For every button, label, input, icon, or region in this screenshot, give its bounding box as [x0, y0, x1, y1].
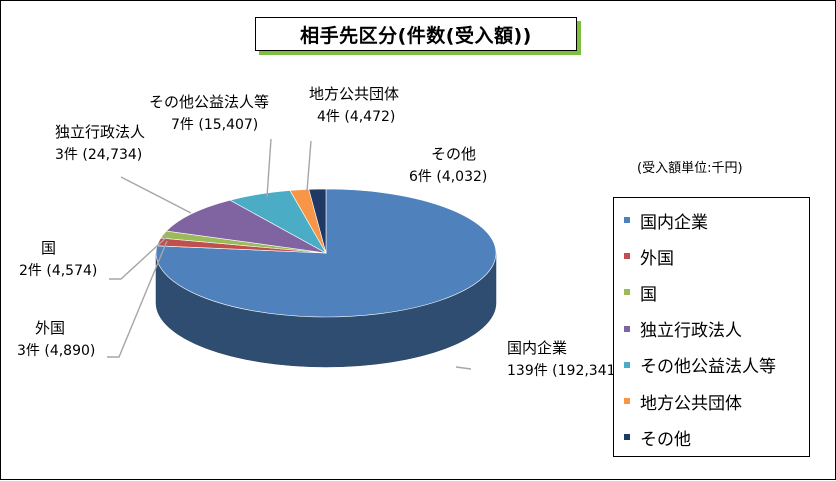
legend-label: その他公益法人等: [640, 357, 776, 378]
pie-slice-6: [308, 188, 327, 254]
chart-title: 相手先区分(件数(受入額)): [255, 17, 577, 51]
leader-line-4: [266, 138, 272, 198]
unit-note: (受入額単位:千円): [637, 161, 743, 176]
legend-item-independent-admin: 独立行政法人: [624, 311, 809, 347]
legend-item-other: その他: [624, 419, 809, 455]
legend-label: 国内企業: [640, 212, 708, 233]
legend: 国内企業 外国 国 独立行政法人 その他公益法人等 地方公共団体 その他: [613, 197, 810, 457]
legend-swatch: [624, 434, 630, 441]
data-label-name-0: 国内企業: [507, 339, 567, 357]
leader-lines: [107, 138, 472, 370]
data-label-value-1: 3件 (4,890): [17, 343, 95, 359]
data-label-name-3: 独立行政法人: [55, 123, 145, 141]
pie-slice-0: [155, 188, 497, 318]
data-label-value-6: 6件 (4,032): [409, 169, 487, 185]
leader-line-5: [306, 140, 312, 192]
data-labels: 国内企業 139件 (192,341) 外国 3件 (4,890) 国 2件 (4,574…: [17, 85, 621, 379]
legend-swatch: [624, 325, 630, 332]
legend-swatch: [624, 289, 630, 296]
data-label-value-0: 139件 (192,341): [507, 363, 621, 379]
data-label-value-5: 4件 (4,472): [317, 109, 395, 125]
legend-swatch: [624, 361, 630, 368]
leader-line-1: [107, 240, 168, 358]
legend-label: 外国: [640, 248, 674, 269]
data-label-value-3: 3件 (24,734): [55, 147, 142, 163]
leader-line-2: [109, 234, 170, 280]
legend-swatch: [624, 398, 630, 405]
legend-label: 地方公共団体: [640, 393, 742, 414]
legend-item-public-interest: その他公益法人等: [624, 347, 809, 383]
data-label-name-4: その他公益法人等: [149, 93, 269, 111]
legend-item-domestic-companies: 国内企業: [624, 202, 809, 238]
data-label-name-1: 外国: [35, 319, 65, 337]
legend-label: 国: [640, 284, 657, 305]
pie-tops: [155, 188, 497, 318]
legend-swatch: [624, 217, 630, 224]
legend-item-national-government: 国: [624, 274, 809, 310]
leader-line-3: [120, 176, 192, 214]
leader-line-0: [455, 366, 472, 370]
legend-label: その他: [640, 429, 691, 450]
data-label-value-2: 2件 (4,574): [19, 263, 97, 279]
data-label-name-6: その他: [431, 145, 476, 163]
legend-swatch: [624, 253, 630, 260]
data-label-value-4: 7件 (15,407): [171, 117, 258, 133]
legend-item-local-government: 地方公共団体: [624, 383, 809, 419]
legend-item-foreign: 外国: [624, 238, 809, 274]
data-label-name-5: 地方公共団体: [309, 85, 399, 103]
pie-slice-3: [165, 199, 327, 254]
legend-label: 独立行政法人: [640, 321, 742, 342]
data-label-name-2: 国: [41, 239, 56, 257]
